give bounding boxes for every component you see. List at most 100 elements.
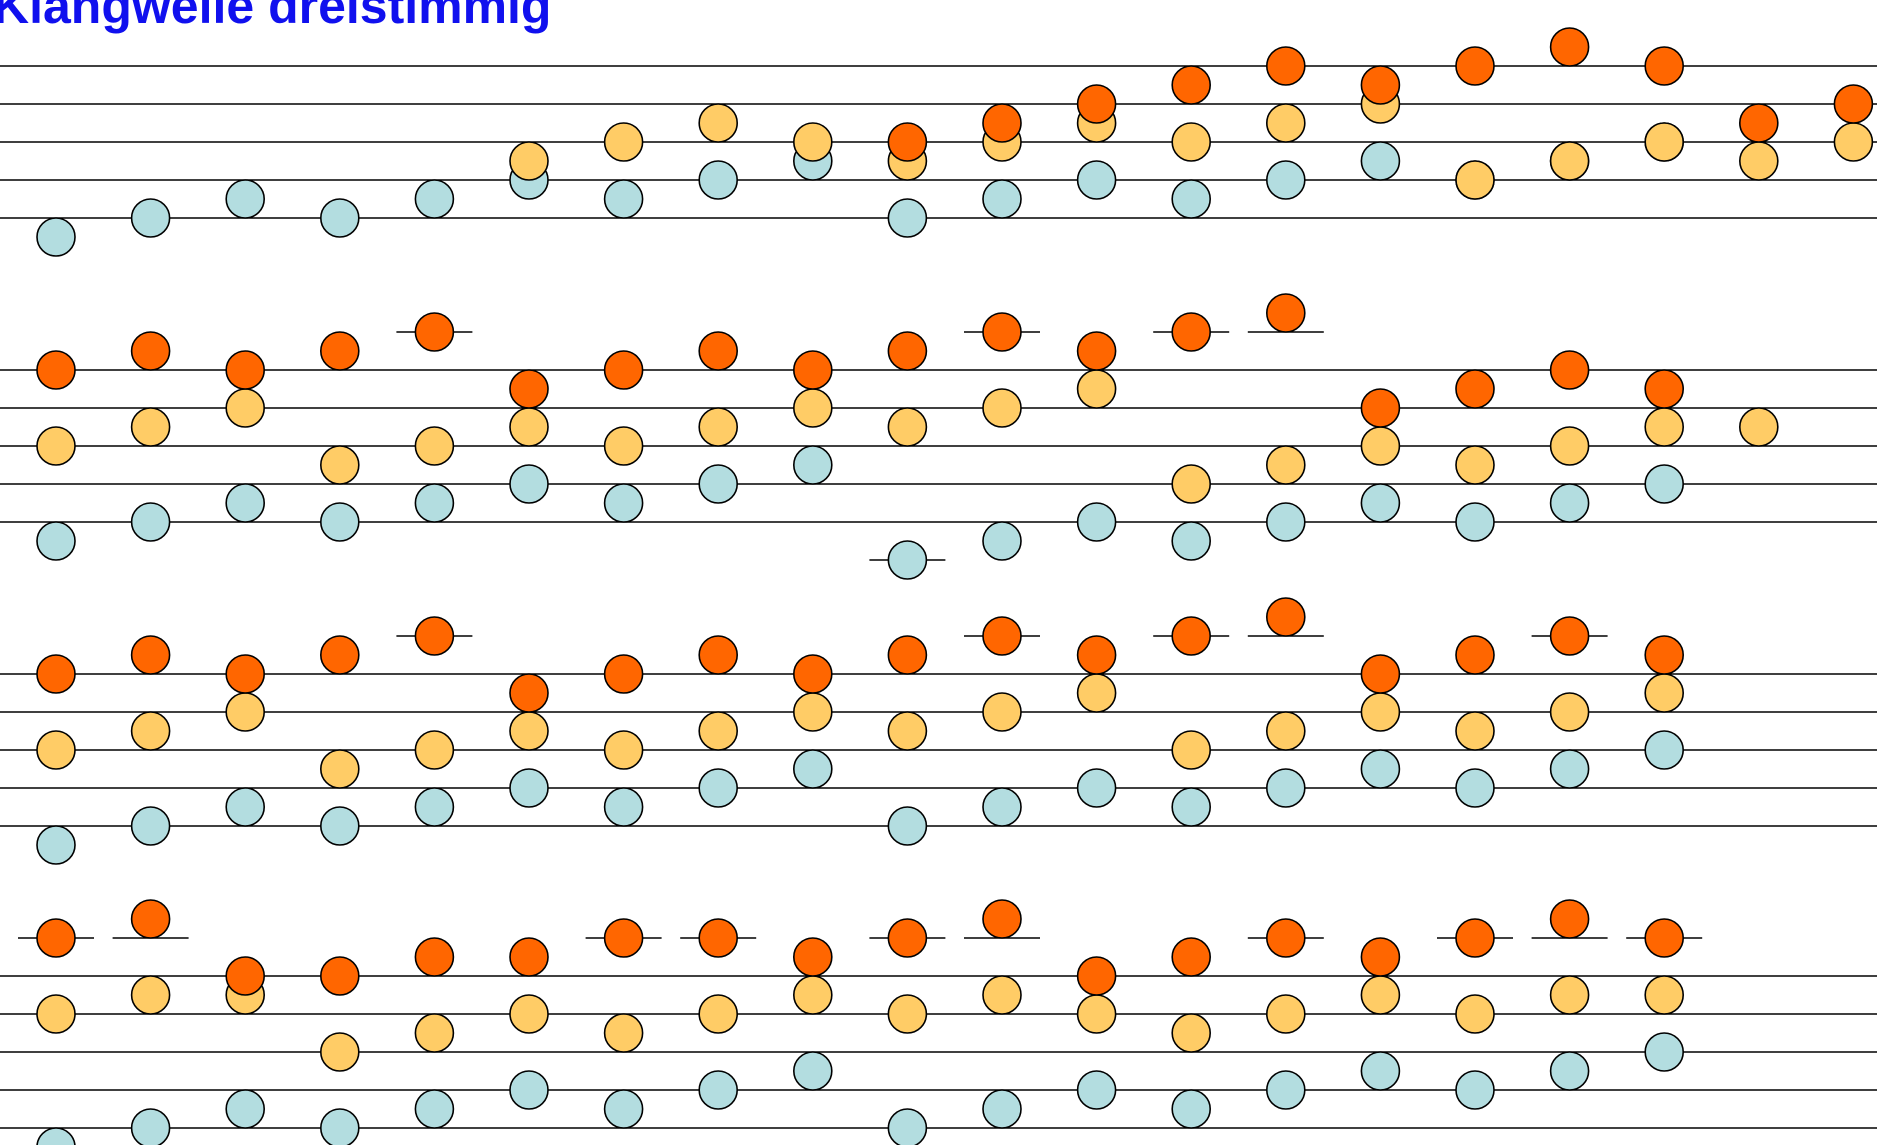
note-high [509,369,549,409]
note-low [792,749,833,789]
note-high [1076,84,1117,124]
note-high [1833,84,1874,124]
note-mid [698,407,739,447]
note-mid [982,975,1022,1015]
note-mid [509,994,549,1034]
note-high [603,654,644,694]
note-mid [1644,407,1684,447]
note-high [1171,65,1211,105]
note-high [887,635,928,675]
note-mid [1739,407,1779,447]
note-mid [1171,122,1211,162]
note-mid [414,426,455,466]
note-low [1171,179,1211,219]
note-high [603,918,644,958]
note-mid [1171,1013,1211,1053]
note-mid [1549,975,1590,1015]
note-low [414,179,455,219]
note-high [1739,103,1779,143]
note-low [1360,749,1401,789]
note-mid [1266,445,1306,485]
note-mid [414,1013,455,1053]
note-high [36,654,76,694]
note-mid [887,711,928,751]
note-high [887,122,928,162]
note-low [1266,160,1306,200]
note-high [982,616,1022,656]
note-high [414,312,455,352]
note-high [1549,27,1590,67]
note-high [1455,46,1495,86]
note-high [698,331,739,371]
note-high [982,103,1022,143]
note-high [414,937,455,977]
note-high [1076,635,1117,675]
note-high [319,331,360,371]
note-mid [1455,160,1495,200]
note-low [130,502,171,542]
note-high [1644,918,1684,958]
note-high [1360,654,1401,694]
note-low [1076,160,1117,200]
note-high [225,350,265,390]
note-low [603,483,644,523]
note-mid [982,692,1022,732]
note-mid [130,711,171,751]
note-mid [1076,994,1117,1034]
note-low [414,1089,455,1129]
note-low [1549,483,1590,523]
note-high [1076,331,1117,371]
note-low [36,521,76,561]
note-mid [1549,692,1590,732]
note-high [36,918,76,958]
note-high [1171,312,1211,352]
note-mid [792,122,833,162]
note-mid [603,426,644,466]
note-high [1549,350,1590,390]
note-high [792,654,833,694]
note-mid [319,445,360,485]
note-mid [982,388,1022,428]
note-mid [1360,975,1401,1015]
note-high [698,918,739,958]
note-low [414,787,455,827]
note-mid [603,730,644,770]
note-high [509,673,549,713]
note-low [792,1051,833,1091]
note-mid [414,730,455,770]
note-low [887,806,928,846]
note-high [1266,293,1306,333]
note-low [698,1070,739,1110]
note-mid [1549,141,1590,181]
note-mid [509,141,549,181]
note-low [36,825,76,865]
page-title: Klangwelle dreistimmig [0,0,552,34]
note-high [225,956,265,996]
note-high [1644,369,1684,409]
note-high [603,350,644,390]
note-low [982,787,1022,827]
note-high [36,350,76,390]
note-high [792,937,833,977]
note-mid [792,388,833,428]
note-high [1076,956,1117,996]
note-mid [887,407,928,447]
note-high [1455,369,1495,409]
note-low [1644,730,1684,770]
note-mid [1549,426,1590,466]
note-low [698,768,739,808]
note-mid [319,1032,360,1072]
note-mid [1266,994,1306,1034]
note-low [319,198,360,238]
note-low [982,179,1022,219]
note-mid [319,749,360,789]
note-high [982,899,1022,939]
note-low [1266,1070,1306,1110]
note-high [1549,616,1590,656]
note-mid [1739,141,1779,181]
note-high [130,635,171,675]
note-low [1171,1089,1211,1129]
note-low [36,217,76,257]
note-low [1455,768,1495,808]
